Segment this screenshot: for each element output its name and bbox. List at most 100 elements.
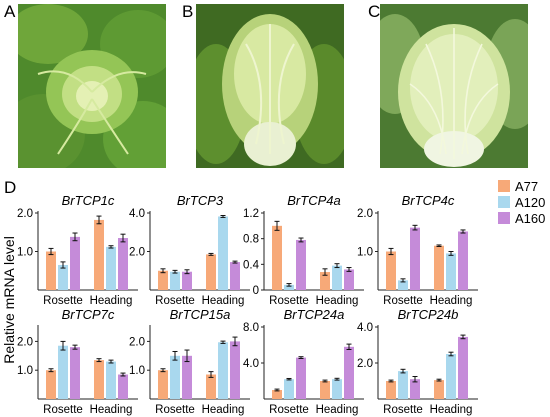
bar-a120-heading — [446, 253, 456, 290]
x-category-label: Rosette — [43, 295, 83, 307]
legend-swatch-a120 — [498, 196, 510, 208]
subplot-title: BrTCP4c — [402, 193, 455, 208]
y-tick-label: 1.0 — [17, 247, 33, 259]
y-tick-label: 2.0 — [357, 208, 373, 220]
y-tick-label: 1.2 — [243, 208, 259, 220]
y-tick-label: 2.0 — [129, 247, 145, 259]
bar-a77-rosette — [158, 370, 168, 399]
subplot-brtcp15a: BrTCP15a 1.0 2.0 Rosette Heading — [129, 307, 250, 416]
bar-a120-rosette — [170, 355, 180, 399]
x-category-label: Heading — [90, 404, 133, 416]
subplot-brtcp4c: BrTCP4c 1.0 2.0 Rosette Heading — [357, 193, 478, 307]
bar-a77-rosette — [272, 390, 282, 399]
legend-label-a120: A120 — [515, 195, 545, 210]
x-category-label: Heading — [316, 295, 359, 307]
bar-a160-rosette — [70, 236, 80, 290]
bar-a160-heading — [344, 346, 354, 399]
bar-a160-rosette — [410, 227, 420, 290]
y-tick-label: 0.4 — [243, 259, 260, 271]
subplot-title: BrTCP3 — [177, 193, 224, 208]
bar-a160-heading — [344, 269, 354, 290]
legend-label-a77: A77 — [515, 179, 538, 194]
x-category-label: Rosette — [43, 404, 83, 416]
y-tick-label: 2.0 — [17, 208, 33, 220]
y-tick-label: 1.0 — [17, 365, 33, 377]
bar-a120-heading — [106, 246, 116, 290]
bar-a160-rosette — [182, 355, 192, 399]
subplot-title: BrTCP7c — [62, 307, 115, 322]
y-tick-label: 1.0 — [129, 365, 145, 377]
subplot-brtcp4a: BrTCP4a 0 0.4 0.8 1.2 Rosette Heading — [243, 193, 364, 307]
y-tick-label: 2.0 — [17, 336, 33, 348]
bar-a160-heading — [458, 231, 468, 290]
y-tick-label: 8.0 — [243, 322, 259, 334]
subplot-brtcp24a: BrTCP24a 4.0 8.0 Rosette Heading — [243, 307, 364, 416]
subplot-title: BrTCP4a — [287, 193, 340, 208]
y-tick-label: 1.0 — [357, 247, 373, 259]
bar-a120-heading — [218, 216, 228, 290]
bar-a120-heading — [218, 342, 228, 399]
bar-a120-heading — [332, 379, 342, 399]
bar-a160-rosette — [296, 239, 306, 290]
bar-a77-heading — [434, 380, 444, 399]
x-category-label: Rosette — [155, 404, 195, 416]
photo-a — [18, 4, 166, 168]
subplot-brtcp7c: BrTCP7c 1.0 2.0 Rosette Heading — [17, 307, 138, 416]
bar-a77-heading — [94, 219, 104, 290]
bar-a77-rosette — [158, 270, 168, 290]
y-tick-label: 2.0 — [357, 358, 373, 370]
bar-a120-rosette — [284, 284, 294, 290]
legend-swatch-a160 — [498, 212, 510, 224]
y-tick-label: 4.0 — [357, 322, 373, 334]
y-tick-label: 4.0 — [129, 208, 145, 220]
bar-a160-heading — [118, 238, 128, 290]
x-category-label: Heading — [202, 295, 245, 307]
x-category-label: Rosette — [269, 295, 309, 307]
panel-label-b: B — [182, 2, 194, 21]
y-tick-label: 0.8 — [243, 234, 259, 246]
bar-a160-heading — [118, 374, 128, 399]
bar-a77-rosette — [386, 381, 396, 399]
bar-a160-heading — [458, 336, 468, 399]
subplot-title: BrTCP24a — [284, 307, 345, 322]
subplot-title: BrTCP15a — [170, 307, 231, 322]
subplot-title: BrTCP24b — [398, 307, 459, 322]
y-tick-label: 2.0 — [129, 336, 145, 348]
bar-a120-heading — [446, 354, 456, 399]
y-axis-label: Relative mRNA level — [1, 236, 17, 364]
x-category-label: Rosette — [269, 404, 309, 416]
panel-label-a: A — [4, 2, 16, 21]
x-category-label: Heading — [316, 404, 359, 416]
bar-a77-rosette — [46, 251, 56, 290]
bar-a120-heading — [332, 265, 342, 290]
bar-a160-rosette — [182, 271, 192, 290]
bar-a77-rosette — [272, 225, 282, 290]
x-category-label: Heading — [430, 404, 473, 416]
bar-a77-heading — [434, 245, 444, 290]
y-tick-label: 0 — [253, 285, 259, 297]
bar-a160-rosette — [410, 379, 420, 399]
legend-swatch-a77 — [498, 180, 510, 192]
legend-label-a160: A160 — [515, 211, 545, 226]
subplot-brtcp3: BrTCP3 2.0 4.0 Rosette Heading — [129, 193, 250, 307]
subplot-title: BrTCP1c — [62, 193, 115, 208]
bar-a160-heading — [230, 341, 240, 399]
bar-a77-heading — [94, 360, 104, 399]
bar-a77-rosette — [386, 251, 396, 290]
bar-a120-rosette — [398, 280, 408, 290]
photo-c — [380, 4, 528, 168]
bar-a77-heading — [320, 272, 330, 290]
x-category-label: Heading — [430, 295, 473, 307]
panel-label-d: D — [4, 178, 17, 197]
bar-a160-heading — [230, 262, 240, 290]
subplot-brtcp24b: BrTCP24b 2.0 4.0 Rosette Heading — [357, 307, 478, 416]
bar-a120-rosette — [58, 345, 68, 399]
x-category-label: Rosette — [383, 404, 423, 416]
x-category-label: Rosette — [383, 295, 423, 307]
bar-a120-heading — [106, 361, 116, 399]
y-tick-label: 4.0 — [243, 358, 259, 370]
bar-a120-rosette — [170, 271, 180, 290]
bar-a77-heading — [320, 381, 330, 399]
panel-label-c: C — [368, 2, 381, 21]
